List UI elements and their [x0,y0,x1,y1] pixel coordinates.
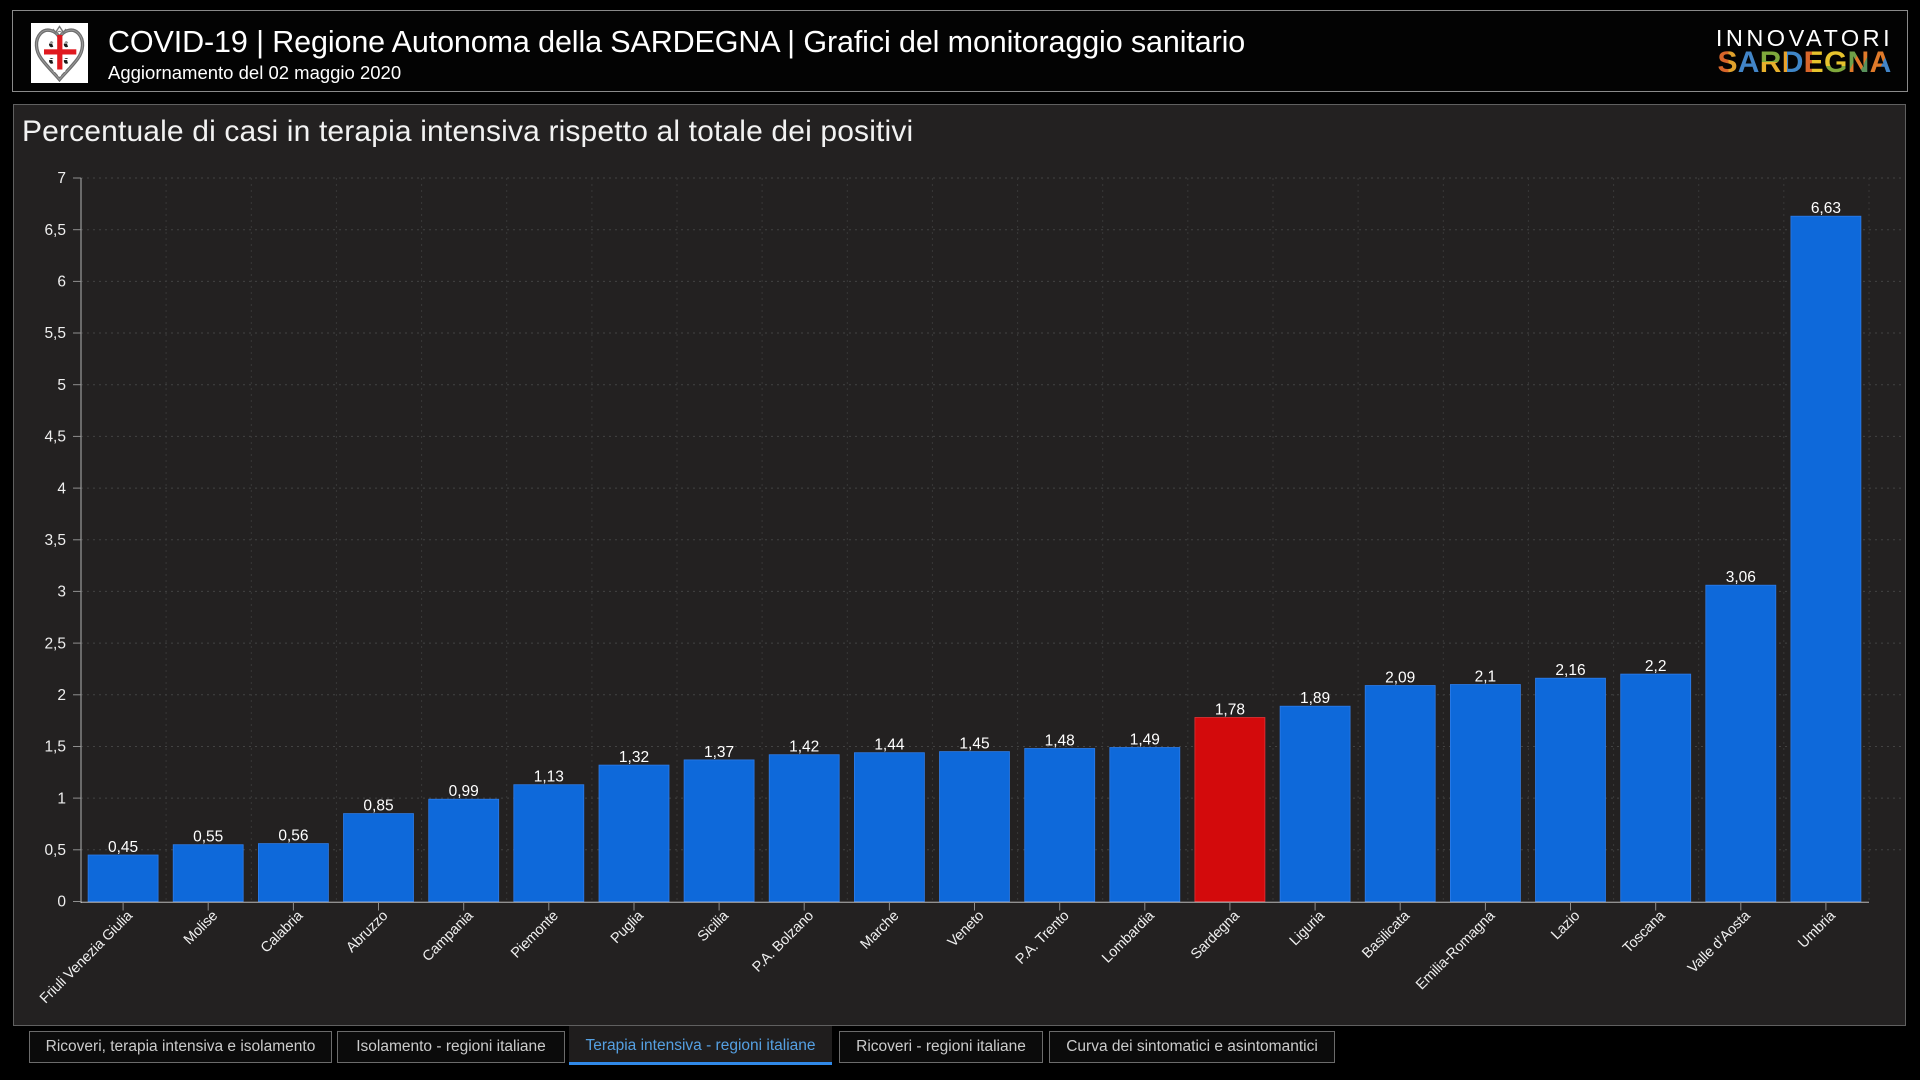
svg-text:Liguria: Liguria [1287,907,1329,949]
svg-text:1,13: 1,13 [534,769,564,786]
svg-text:0: 0 [57,894,66,911]
svg-text:1,32: 1,32 [619,749,649,766]
svg-text:1: 1 [57,790,66,807]
svg-text:3: 3 [57,584,66,601]
svg-text:6,5: 6,5 [44,222,66,239]
svg-text:Emilia-Romagna: Emilia-Romagna [1413,907,1499,993]
svg-text:6,63: 6,63 [1811,200,1841,217]
svg-text:2,16: 2,16 [1555,662,1585,679]
svg-text:0,45: 0,45 [108,839,138,856]
svg-text:Piemonte: Piemonte [508,908,562,962]
svg-text:1,37: 1,37 [704,744,734,761]
svg-text:0,85: 0,85 [363,798,393,815]
svg-text:P.A. Bolzano: P.A. Bolzano [749,908,817,976]
svg-text:Toscana: Toscana [1620,907,1669,956]
svg-text:Sicilia: Sicilia [695,907,733,945]
svg-text:Molise: Molise [181,908,221,948]
svg-text:1,5: 1,5 [44,739,66,756]
svg-text:2,1: 2,1 [1475,669,1497,686]
svg-text:Valle d’Aosta: Valle d’Aosta [1685,907,1754,976]
svg-text:6: 6 [57,274,66,291]
svg-text:0,99: 0,99 [449,783,479,800]
svg-text:1,78: 1,78 [1215,702,1245,719]
svg-text:1,44: 1,44 [874,737,905,754]
svg-text:0,55: 0,55 [193,829,223,846]
svg-text:2,2: 2,2 [1645,658,1667,675]
svg-text:Basilicata: Basilicata [1359,907,1414,962]
svg-text:2,5: 2,5 [44,635,66,652]
svg-text:Veneto: Veneto [945,908,987,950]
svg-text:1,48: 1,48 [1045,733,1075,750]
svg-text:Friuli Venezia Giulia: Friuli Venezia Giulia [37,907,137,1007]
svg-text:4,5: 4,5 [44,429,66,446]
svg-text:0,5: 0,5 [44,842,66,859]
svg-text:3,06: 3,06 [1726,569,1756,586]
svg-text:1,45: 1,45 [959,736,989,753]
svg-text:Campania: Campania [420,907,478,965]
svg-text:0,56: 0,56 [278,828,308,845]
svg-text:Calabria: Calabria [258,907,307,956]
svg-text:P.A. Trento: P.A. Trento [1013,908,1073,968]
svg-text:Abruzzo: Abruzzo [343,908,391,956]
svg-text:3,5: 3,5 [44,532,66,549]
svg-text:1,89: 1,89 [1300,690,1330,707]
svg-text:2,09: 2,09 [1385,670,1415,687]
svg-text:2: 2 [57,687,66,704]
svg-text:4: 4 [57,480,66,497]
svg-text:1,42: 1,42 [789,739,819,756]
svg-text:Puglia: Puglia [608,907,648,947]
svg-text:Umbria: Umbria [1795,907,1839,951]
svg-text:5,5: 5,5 [44,325,66,342]
svg-text:Lazio: Lazio [1548,908,1583,943]
svg-text:5: 5 [57,377,66,394]
svg-text:7: 7 [57,170,66,187]
svg-text:Lombardia: Lombardia [1099,907,1158,966]
svg-text:Sardegna: Sardegna [1188,907,1243,962]
svg-text:1,49: 1,49 [1130,732,1160,749]
svg-text:Marche: Marche [858,908,903,953]
